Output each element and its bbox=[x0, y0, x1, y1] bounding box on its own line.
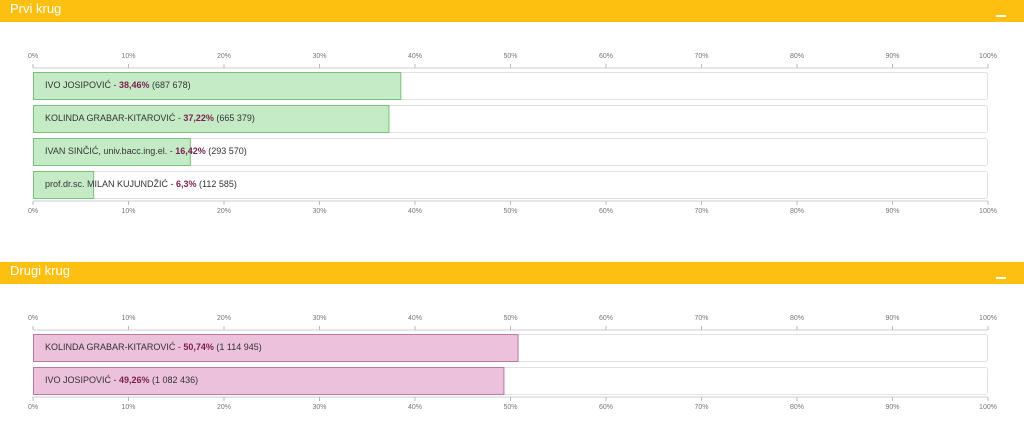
bar-label: IVO JOSIPOVIĆ - 49,26% (1 082 436) bbox=[45, 368, 198, 393]
tick-label-bottom: 70% bbox=[694, 404, 708, 411]
bar bbox=[33, 72, 402, 100]
bar-label: KOLINDA GRABAR-KITAROVIĆ - 37,22% (665 3… bbox=[45, 106, 255, 131]
votes-label: (687 678) bbox=[149, 80, 191, 90]
tick-label-bottom: 60% bbox=[599, 404, 613, 411]
tick-label-top: 10% bbox=[121, 315, 135, 322]
tick-label-top: 50% bbox=[503, 315, 517, 322]
tick-label-bottom: 10% bbox=[121, 208, 135, 215]
votes-label: (1 114 945) bbox=[213, 342, 262, 352]
percent-label: 37,22% bbox=[183, 113, 214, 123]
tick-label-top: 20% bbox=[217, 315, 231, 322]
round-1-chart: 0% 0% 10% 10% 20% 20% 30% 30% 40% 40% 50% 50% 60% 60%… bbox=[0, 22, 1024, 215]
minimize-icon[interactable] bbox=[996, 277, 1006, 279]
tick-label-bottom: 20% bbox=[217, 208, 231, 215]
tick-label-top: 60% bbox=[599, 315, 613, 322]
tick-label-bottom: 0% bbox=[28, 208, 38, 215]
bar bbox=[33, 367, 505, 395]
bar bbox=[33, 105, 390, 133]
tick-label-top: 30% bbox=[312, 315, 326, 322]
tick-label-top: 40% bbox=[408, 53, 422, 60]
tick-label-top: 80% bbox=[790, 53, 804, 60]
tick-label-top: 30% bbox=[312, 53, 326, 60]
tick-label-bottom: 50% bbox=[503, 208, 517, 215]
round-2-header: Drugi krug bbox=[0, 262, 1024, 284]
tick-label-bottom: 60% bbox=[599, 208, 613, 215]
tick-label-bottom: 90% bbox=[885, 404, 899, 411]
round-1-title: Prvi krug bbox=[10, 1, 62, 16]
votes-label: (293 570) bbox=[205, 146, 247, 156]
tick-label-top: 90% bbox=[885, 315, 899, 322]
tick-label-bottom: 90% bbox=[885, 208, 899, 215]
tick-label-bottom: 20% bbox=[217, 404, 231, 411]
tick-label-bottom: 100% bbox=[979, 404, 997, 411]
tick-label-top: 20% bbox=[217, 53, 231, 60]
tick-label-top: 0% bbox=[28, 53, 38, 60]
percent-label: 38,46% bbox=[119, 80, 150, 90]
candidate-name: IVO JOSIPOVIĆ - bbox=[45, 375, 120, 385]
tick-label-top: 70% bbox=[694, 53, 708, 60]
tick-label-bottom: 80% bbox=[790, 208, 804, 215]
votes-label: (665 379) bbox=[213, 113, 255, 123]
round-2-title: Drugi krug bbox=[10, 263, 70, 278]
tick-label-top: 10% bbox=[121, 53, 135, 60]
bar-label: prof.dr.sc. MILAN KUJUNDŽIĆ - 6,3% (112 … bbox=[45, 172, 237, 197]
tick-label-bottom: 30% bbox=[312, 404, 326, 411]
tick-label-top: 100% bbox=[979, 315, 997, 322]
votes-label: (112 585) bbox=[196, 179, 237, 189]
bar bbox=[33, 334, 519, 362]
tick-label-bottom: 70% bbox=[694, 208, 708, 215]
tick-label-bottom: 10% bbox=[121, 404, 135, 411]
percent-label: 6,3% bbox=[176, 179, 197, 189]
round-2-chart: 0% 0% 10% 10% 20% 20% 30% 30% 40% 40% 50% 50% 60% 60%… bbox=[0, 284, 1024, 424]
tick-label-top: 70% bbox=[694, 315, 708, 322]
tick-label-top: 40% bbox=[408, 315, 422, 322]
tick-label-bottom: 100% bbox=[979, 208, 997, 215]
bar-label: KOLINDA GRABAR-KITAROVIĆ - 50,74% (1 114… bbox=[45, 335, 262, 360]
candidate-name: IVAN SINČIĆ, univ.bacc.ing.el. - bbox=[45, 146, 176, 156]
bar-label: IVAN SINČIĆ, univ.bacc.ing.el. - 16,42% … bbox=[45, 139, 247, 164]
chart-svg: 0% 0% 10% 10% 20% 20% 30% 30% 40% 40% 50% 50% 60% 60%… bbox=[28, 53, 997, 215]
candidate-name: KOLINDA GRABAR-KITAROVIĆ - bbox=[45, 342, 184, 352]
tick-label-bottom: 40% bbox=[408, 208, 422, 215]
bar bbox=[33, 138, 191, 166]
percent-label: 50,74% bbox=[183, 342, 214, 352]
tick-label-bottom: 0% bbox=[28, 404, 38, 411]
percent-label: 49,26% bbox=[119, 375, 150, 385]
tick-label-top: 60% bbox=[599, 53, 613, 60]
tick-label-top: 80% bbox=[790, 315, 804, 322]
chart-svg: 0% 0% 10% 10% 20% 20% 30% 30% 40% 40% 50% 50% 60% 60%… bbox=[28, 315, 997, 411]
votes-label: (1 082 436) bbox=[149, 375, 199, 385]
minimize-icon[interactable] bbox=[996, 15, 1006, 17]
tick-label-top: 50% bbox=[503, 53, 517, 60]
round-1-header: Prvi krug bbox=[0, 0, 1024, 22]
tick-label-top: 100% bbox=[979, 53, 997, 60]
candidate-name: KOLINDA GRABAR-KITAROVIĆ - bbox=[45, 113, 184, 123]
tick-label-bottom: 30% bbox=[312, 208, 326, 215]
bar-label: IVO JOSIPOVIĆ - 38,46% (687 678) bbox=[45, 73, 191, 98]
tick-label-bottom: 40% bbox=[408, 404, 422, 411]
tick-label-top: 0% bbox=[28, 315, 38, 322]
candidate-name: IVO JOSIPOVIĆ - bbox=[45, 80, 120, 90]
candidate-name: prof.dr.sc. MILAN KUJUNDŽIĆ - bbox=[45, 179, 177, 189]
tick-label-top: 90% bbox=[885, 53, 899, 60]
tick-label-bottom: 50% bbox=[503, 404, 517, 411]
percent-label: 16,42% bbox=[175, 146, 206, 156]
bar bbox=[33, 171, 95, 199]
tick-label-bottom: 80% bbox=[790, 404, 804, 411]
